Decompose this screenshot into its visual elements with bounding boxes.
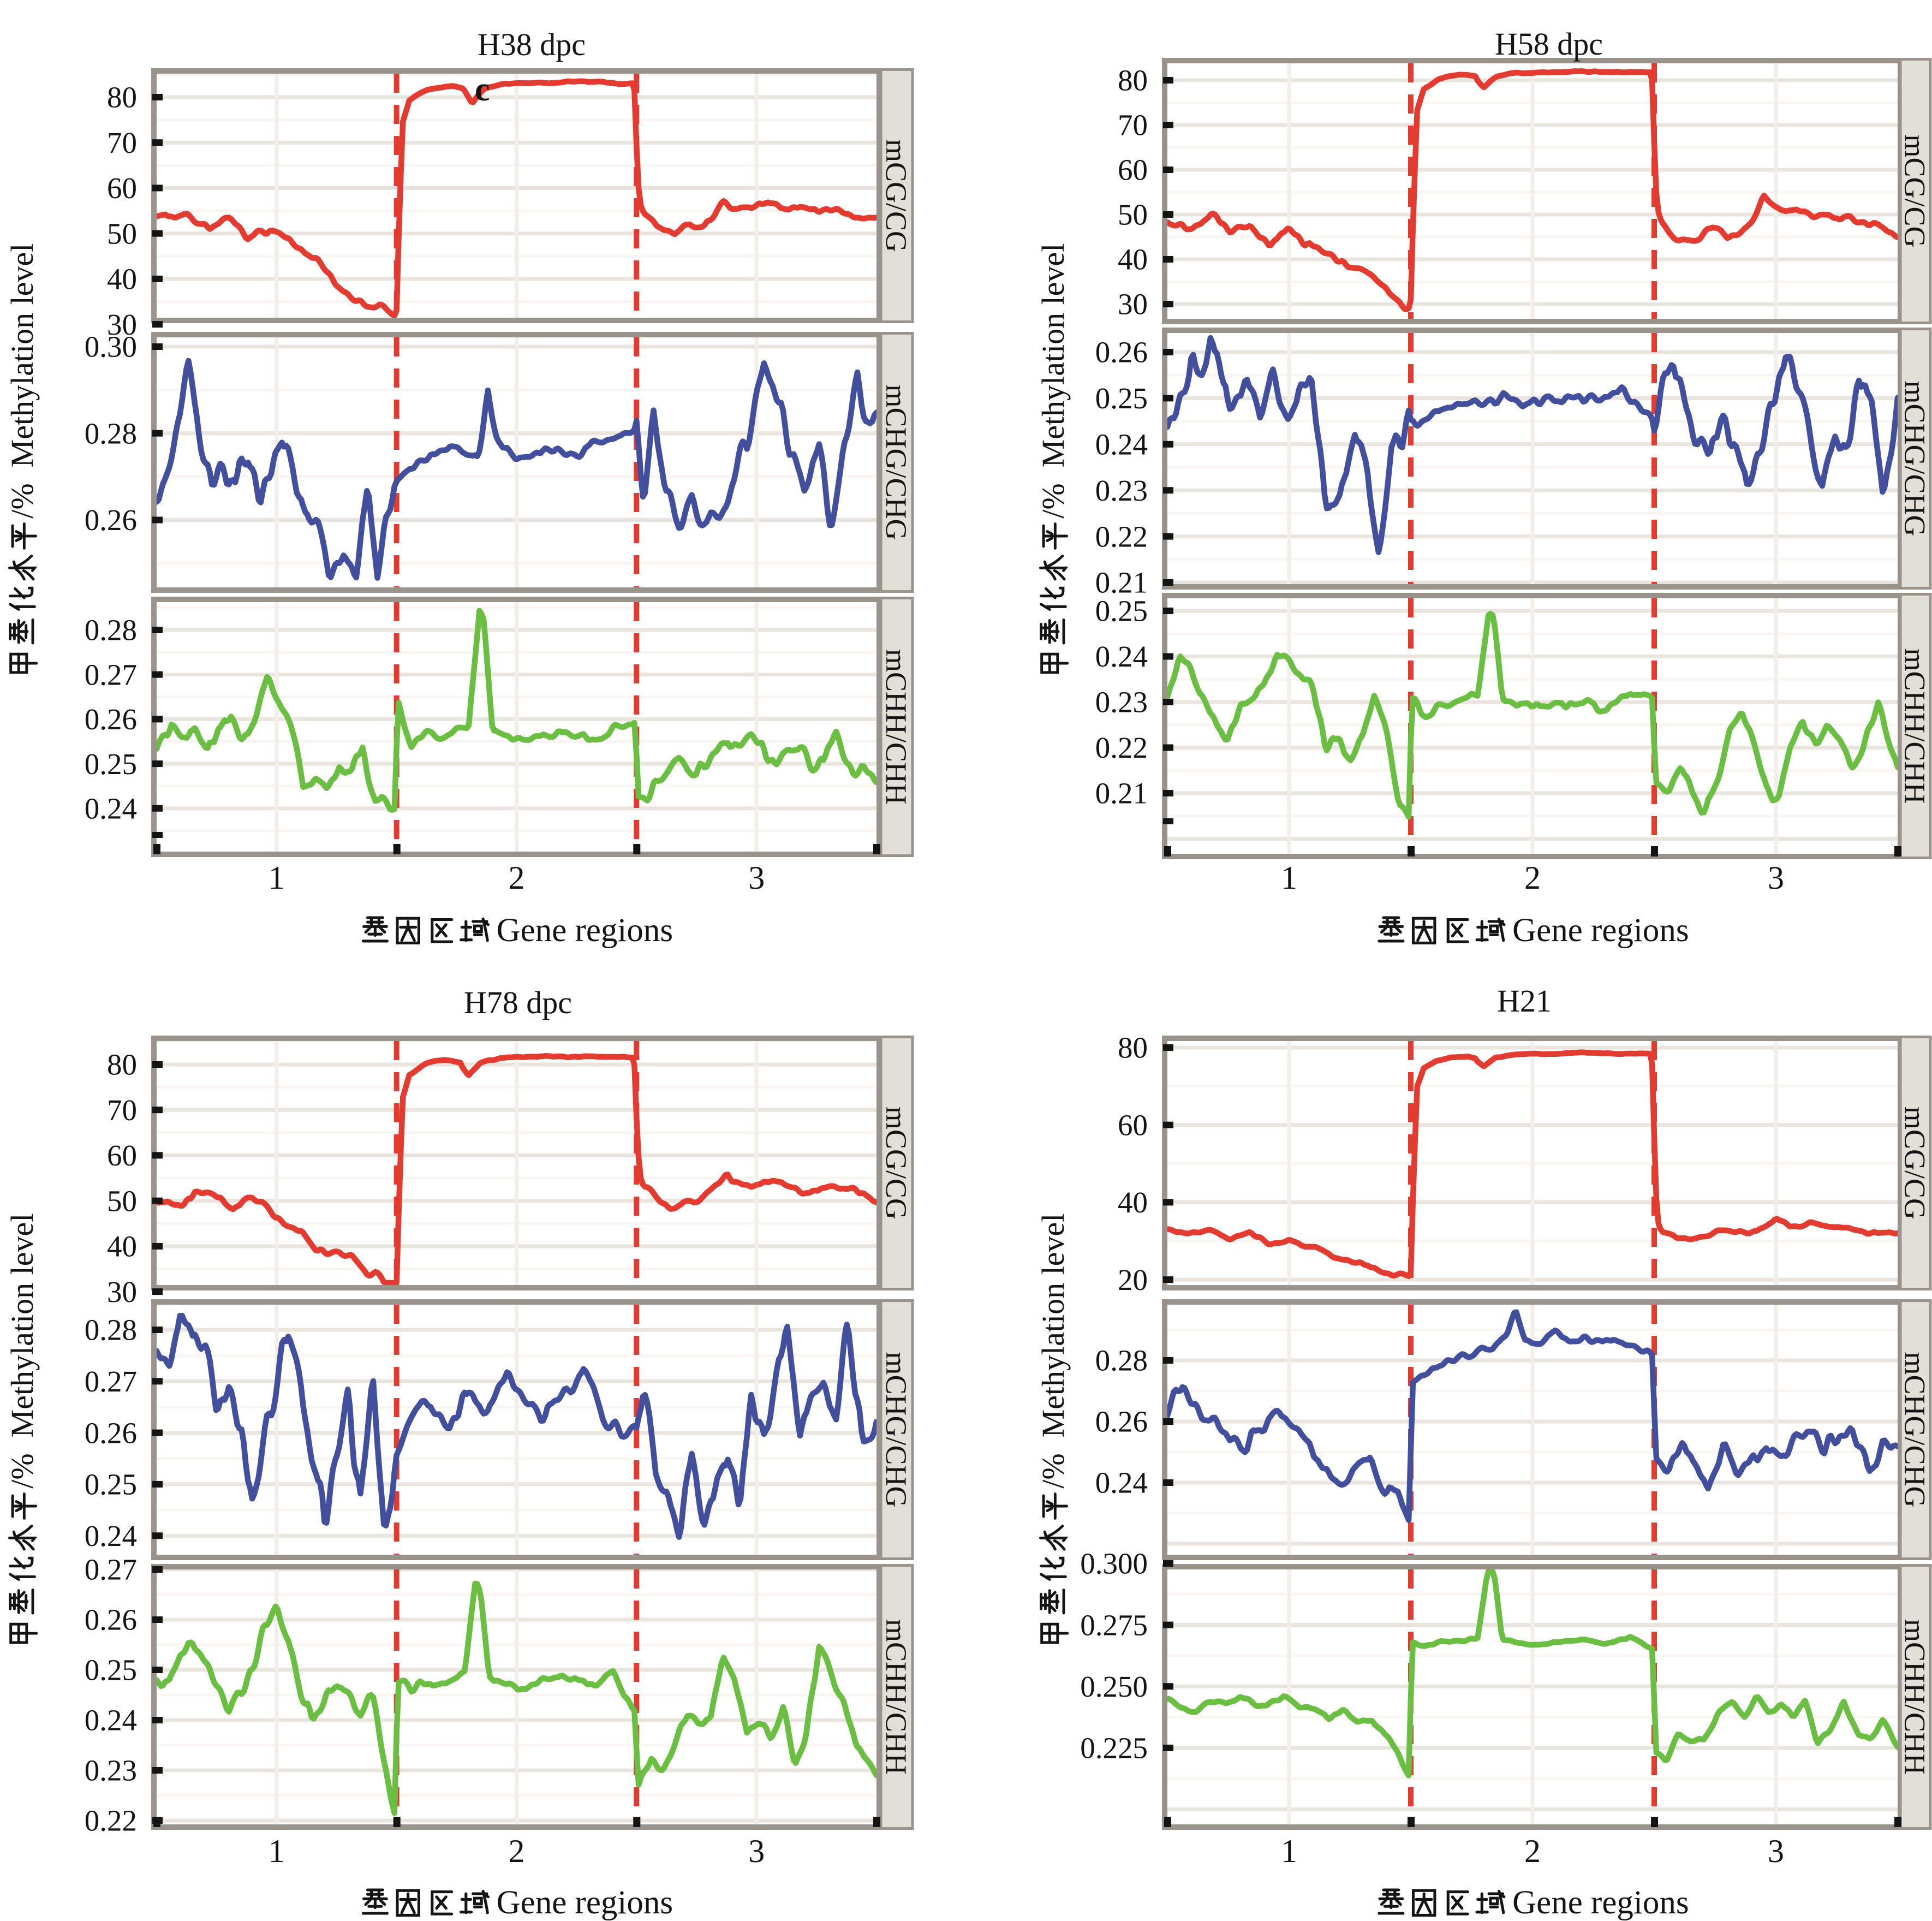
svg-text:50: 50 [107, 1184, 137, 1217]
svg-text:0.26: 0.26 [85, 1603, 137, 1637]
svg-text:0.28: 0.28 [85, 614, 137, 647]
svg-text:1: 1 [1281, 1833, 1297, 1869]
svg-text:60: 60 [1118, 1108, 1148, 1141]
svg-text:3: 3 [748, 1833, 765, 1869]
svg-text:H78 dpc: H78 dpc [464, 985, 572, 1020]
svg-text:0.28: 0.28 [85, 1313, 137, 1347]
svg-text:0.21: 0.21 [1095, 566, 1148, 599]
svg-text:0.25: 0.25 [85, 1468, 137, 1501]
svg-text:Gene regions: Gene regions [1512, 1884, 1689, 1921]
svg-text:0.275: 0.275 [1080, 1608, 1148, 1642]
svg-text:0.24: 0.24 [1095, 428, 1148, 461]
svg-text:H38 dpc: H38 dpc [478, 27, 586, 62]
svg-text:80: 80 [1118, 64, 1148, 97]
svg-text:mCHG/CHG: mCHG/CHG [880, 1352, 913, 1507]
svg-text:0.26: 0.26 [1095, 336, 1148, 369]
svg-text:70: 70 [107, 1093, 137, 1127]
svg-text:1: 1 [1281, 860, 1297, 896]
svg-text:1: 1 [269, 1833, 285, 1869]
svg-text:3: 3 [1768, 860, 1784, 896]
svg-text:60: 60 [1118, 153, 1148, 187]
svg-text:mCHG/CHG: mCHG/CHG [1899, 1352, 1931, 1507]
svg-text:mCG/CG: mCG/CG [1899, 134, 1931, 247]
svg-text:mCG/CG: mCG/CG [880, 139, 913, 252]
svg-text:0.23: 0.23 [85, 1754, 137, 1787]
svg-text:0.24: 0.24 [85, 792, 137, 825]
svg-text:mCG/CG: mCG/CG [880, 1107, 913, 1220]
svg-text:70: 70 [107, 126, 137, 159]
svg-text:0.23: 0.23 [1095, 474, 1148, 507]
svg-text:0.26: 0.26 [85, 503, 137, 537]
svg-text:mCHG/CHG: mCHG/CHG [880, 384, 913, 540]
svg-text:0.26: 0.26 [85, 703, 137, 736]
svg-text:3: 3 [748, 860, 765, 896]
svg-text:40: 40 [107, 1230, 137, 1263]
svg-text:mCHH/CHH: mCHH/CHH [880, 1619, 913, 1775]
svg-text:0.27: 0.27 [85, 1553, 137, 1586]
svg-text:0.22: 0.22 [1095, 731, 1148, 764]
svg-text:0.25: 0.25 [85, 747, 137, 781]
svg-text:Gene regions: Gene regions [497, 912, 673, 949]
svg-text:3: 3 [1768, 1833, 1784, 1869]
svg-text:0.22: 0.22 [1095, 520, 1148, 553]
svg-text:0.27: 0.27 [85, 658, 137, 691]
svg-text:/% Methylation level: /% Methylation level [1035, 1214, 1071, 1489]
svg-text:mCHG/CHG: mCHG/CHG [1899, 380, 1931, 536]
svg-text:80: 80 [107, 1048, 137, 1081]
svg-text:0.300: 0.300 [1080, 1547, 1148, 1580]
svg-text:0.26: 0.26 [1095, 1405, 1148, 1438]
svg-text:50: 50 [107, 217, 137, 250]
svg-text:60: 60 [107, 171, 137, 205]
svg-text:0.28: 0.28 [85, 417, 137, 450]
svg-text:40: 40 [107, 263, 137, 296]
svg-text:2: 2 [509, 860, 525, 896]
svg-text:mCHH/CHH: mCHH/CHH [880, 649, 913, 805]
svg-text:2: 2 [1524, 860, 1541, 896]
svg-text:Gene regions: Gene regions [497, 1884, 673, 1921]
svg-text:0.24: 0.24 [85, 1519, 137, 1553]
svg-text:0.250: 0.250 [1080, 1670, 1148, 1703]
svg-text:2: 2 [509, 1833, 525, 1869]
svg-text:0.27: 0.27 [85, 1365, 137, 1398]
svg-text:mCHH/CHH: mCHH/CHH [1899, 1619, 1931, 1775]
svg-text:2: 2 [1524, 1833, 1541, 1869]
svg-text:/% Methylation level: /% Methylation level [1035, 243, 1071, 519]
svg-text:70: 70 [1118, 109, 1148, 142]
svg-text:0.28: 0.28 [1095, 1344, 1148, 1377]
svg-text:1: 1 [269, 860, 285, 896]
svg-text:mCG/CG: mCG/CG [1899, 1107, 1931, 1220]
svg-text:60: 60 [107, 1139, 137, 1172]
svg-text:40: 40 [1118, 243, 1148, 276]
svg-text:20: 20 [1118, 1263, 1148, 1296]
svg-text:0.24: 0.24 [1095, 1466, 1148, 1500]
svg-text:0.225: 0.225 [1080, 1732, 1148, 1765]
svg-text:0.24: 0.24 [85, 1704, 137, 1737]
svg-text:c: c [475, 71, 490, 108]
svg-text:0.22: 0.22 [85, 1804, 137, 1837]
svg-text:0.30: 0.30 [85, 330, 137, 364]
svg-text:30: 30 [1118, 288, 1148, 321]
svg-text:0.21: 0.21 [1095, 777, 1148, 810]
svg-text:H58 dpc: H58 dpc [1495, 26, 1603, 62]
svg-text:30: 30 [107, 308, 137, 341]
svg-text:80: 80 [107, 81, 137, 114]
svg-text:80: 80 [1118, 1031, 1148, 1064]
svg-text:mCHH/CHH: mCHH/CHH [1899, 648, 1931, 804]
svg-text:/% Methylation level: /% Methylation level [4, 1214, 40, 1489]
svg-text:Gene regions: Gene regions [1512, 912, 1689, 949]
svg-text:0.25: 0.25 [1095, 382, 1148, 415]
svg-text:0.25: 0.25 [85, 1654, 137, 1687]
svg-text:0.23: 0.23 [1095, 686, 1148, 719]
svg-text:/% Methylation level: /% Methylation level [4, 243, 40, 519]
svg-text:30: 30 [107, 1275, 137, 1309]
svg-text:0.26: 0.26 [85, 1416, 137, 1449]
svg-text:H21: H21 [1497, 983, 1552, 1019]
svg-text:0.24: 0.24 [1095, 640, 1148, 673]
svg-text:0.25: 0.25 [1095, 594, 1148, 628]
svg-text:50: 50 [1118, 198, 1148, 231]
svg-text:40: 40 [1118, 1186, 1148, 1219]
